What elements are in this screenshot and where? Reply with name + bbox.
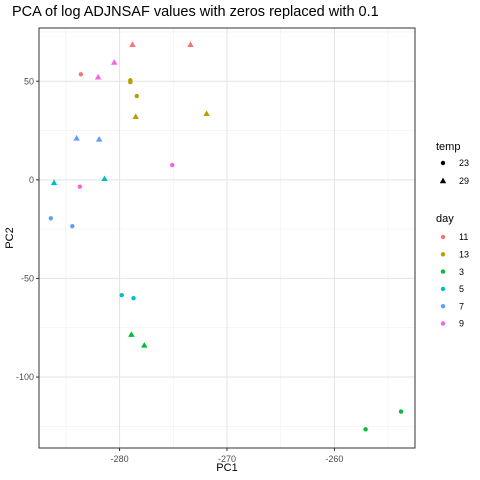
legend-day-key — [440, 252, 446, 257]
legend-temp-label: 29 — [459, 176, 469, 186]
legend-day-title: day — [436, 213, 454, 225]
legend-day-label: 3 — [459, 267, 464, 277]
data-point-triangle — [50, 179, 58, 185]
data-point-circle — [70, 223, 75, 229]
y-tick-label: 0 — [29, 175, 34, 185]
data-point-triangle — [141, 342, 148, 348]
data-point-triangle — [101, 175, 108, 182]
x-tick-label: -260 — [325, 454, 343, 464]
legend-day-key — [440, 321, 446, 326]
data-point-triangle — [73, 135, 80, 141]
data-point-circle — [134, 93, 139, 99]
y-tick-label: -100 — [16, 372, 34, 382]
data-point-circle — [170, 162, 175, 168]
legend-day-key — [440, 286, 446, 292]
data-point-circle — [131, 295, 136, 301]
y-tick-label: -50 — [21, 274, 34, 284]
x-axis-label: PC1 — [216, 462, 237, 474]
data-point-circle — [398, 409, 404, 414]
data-point-triangle — [110, 59, 118, 65]
data-point-triangle — [95, 136, 103, 142]
data-point-triangle — [129, 41, 136, 47]
legend-day-label: 9 — [459, 319, 464, 329]
legend-day-label: 13 — [459, 250, 469, 260]
x-tick-label: -280 — [111, 454, 129, 464]
data-point-circle — [119, 292, 124, 298]
legend-day-key — [440, 269, 446, 274]
chart-title: PCA of log ADJNSAF values with zeros rep… — [12, 4, 379, 20]
data-point-triangle — [94, 73, 102, 80]
data-point-triangle — [203, 110, 210, 116]
data-point-triangle — [187, 41, 194, 47]
x-tick-label: -270 — [218, 454, 236, 464]
data-point-circle — [48, 216, 54, 221]
legend-day-label: 5 — [459, 284, 464, 294]
legend-temp: temp 23 29 — [436, 141, 469, 186]
data-point-circle — [128, 80, 133, 85]
legend-temp-label: 23 — [459, 158, 469, 168]
legend-day-label: 7 — [459, 301, 464, 311]
data-points — [48, 41, 404, 432]
axes: -280 -270 -260 -100 -50 0 50 — [16, 76, 343, 464]
legend-day-label: 11 — [459, 232, 468, 242]
data-point-circle — [78, 72, 84, 77]
grid-lines — [39, 28, 415, 448]
data-point-triangle — [128, 331, 135, 337]
legend-temp-title: temp — [436, 141, 460, 153]
data-point-triangle — [132, 113, 139, 119]
legend-temp-key-circle — [440, 160, 446, 166]
y-axis-label: PC2 — [4, 227, 16, 248]
legend-day-key — [440, 234, 446, 240]
data-point-circle — [77, 184, 83, 189]
legend-day-key — [440, 304, 446, 309]
y-tick-label: 50 — [24, 76, 34, 86]
legend-temp-key-triangle — [439, 177, 447, 184]
legend-day: day 11 13 3 5 7 9 — [436, 213, 469, 329]
data-point-circle — [363, 427, 368, 432]
